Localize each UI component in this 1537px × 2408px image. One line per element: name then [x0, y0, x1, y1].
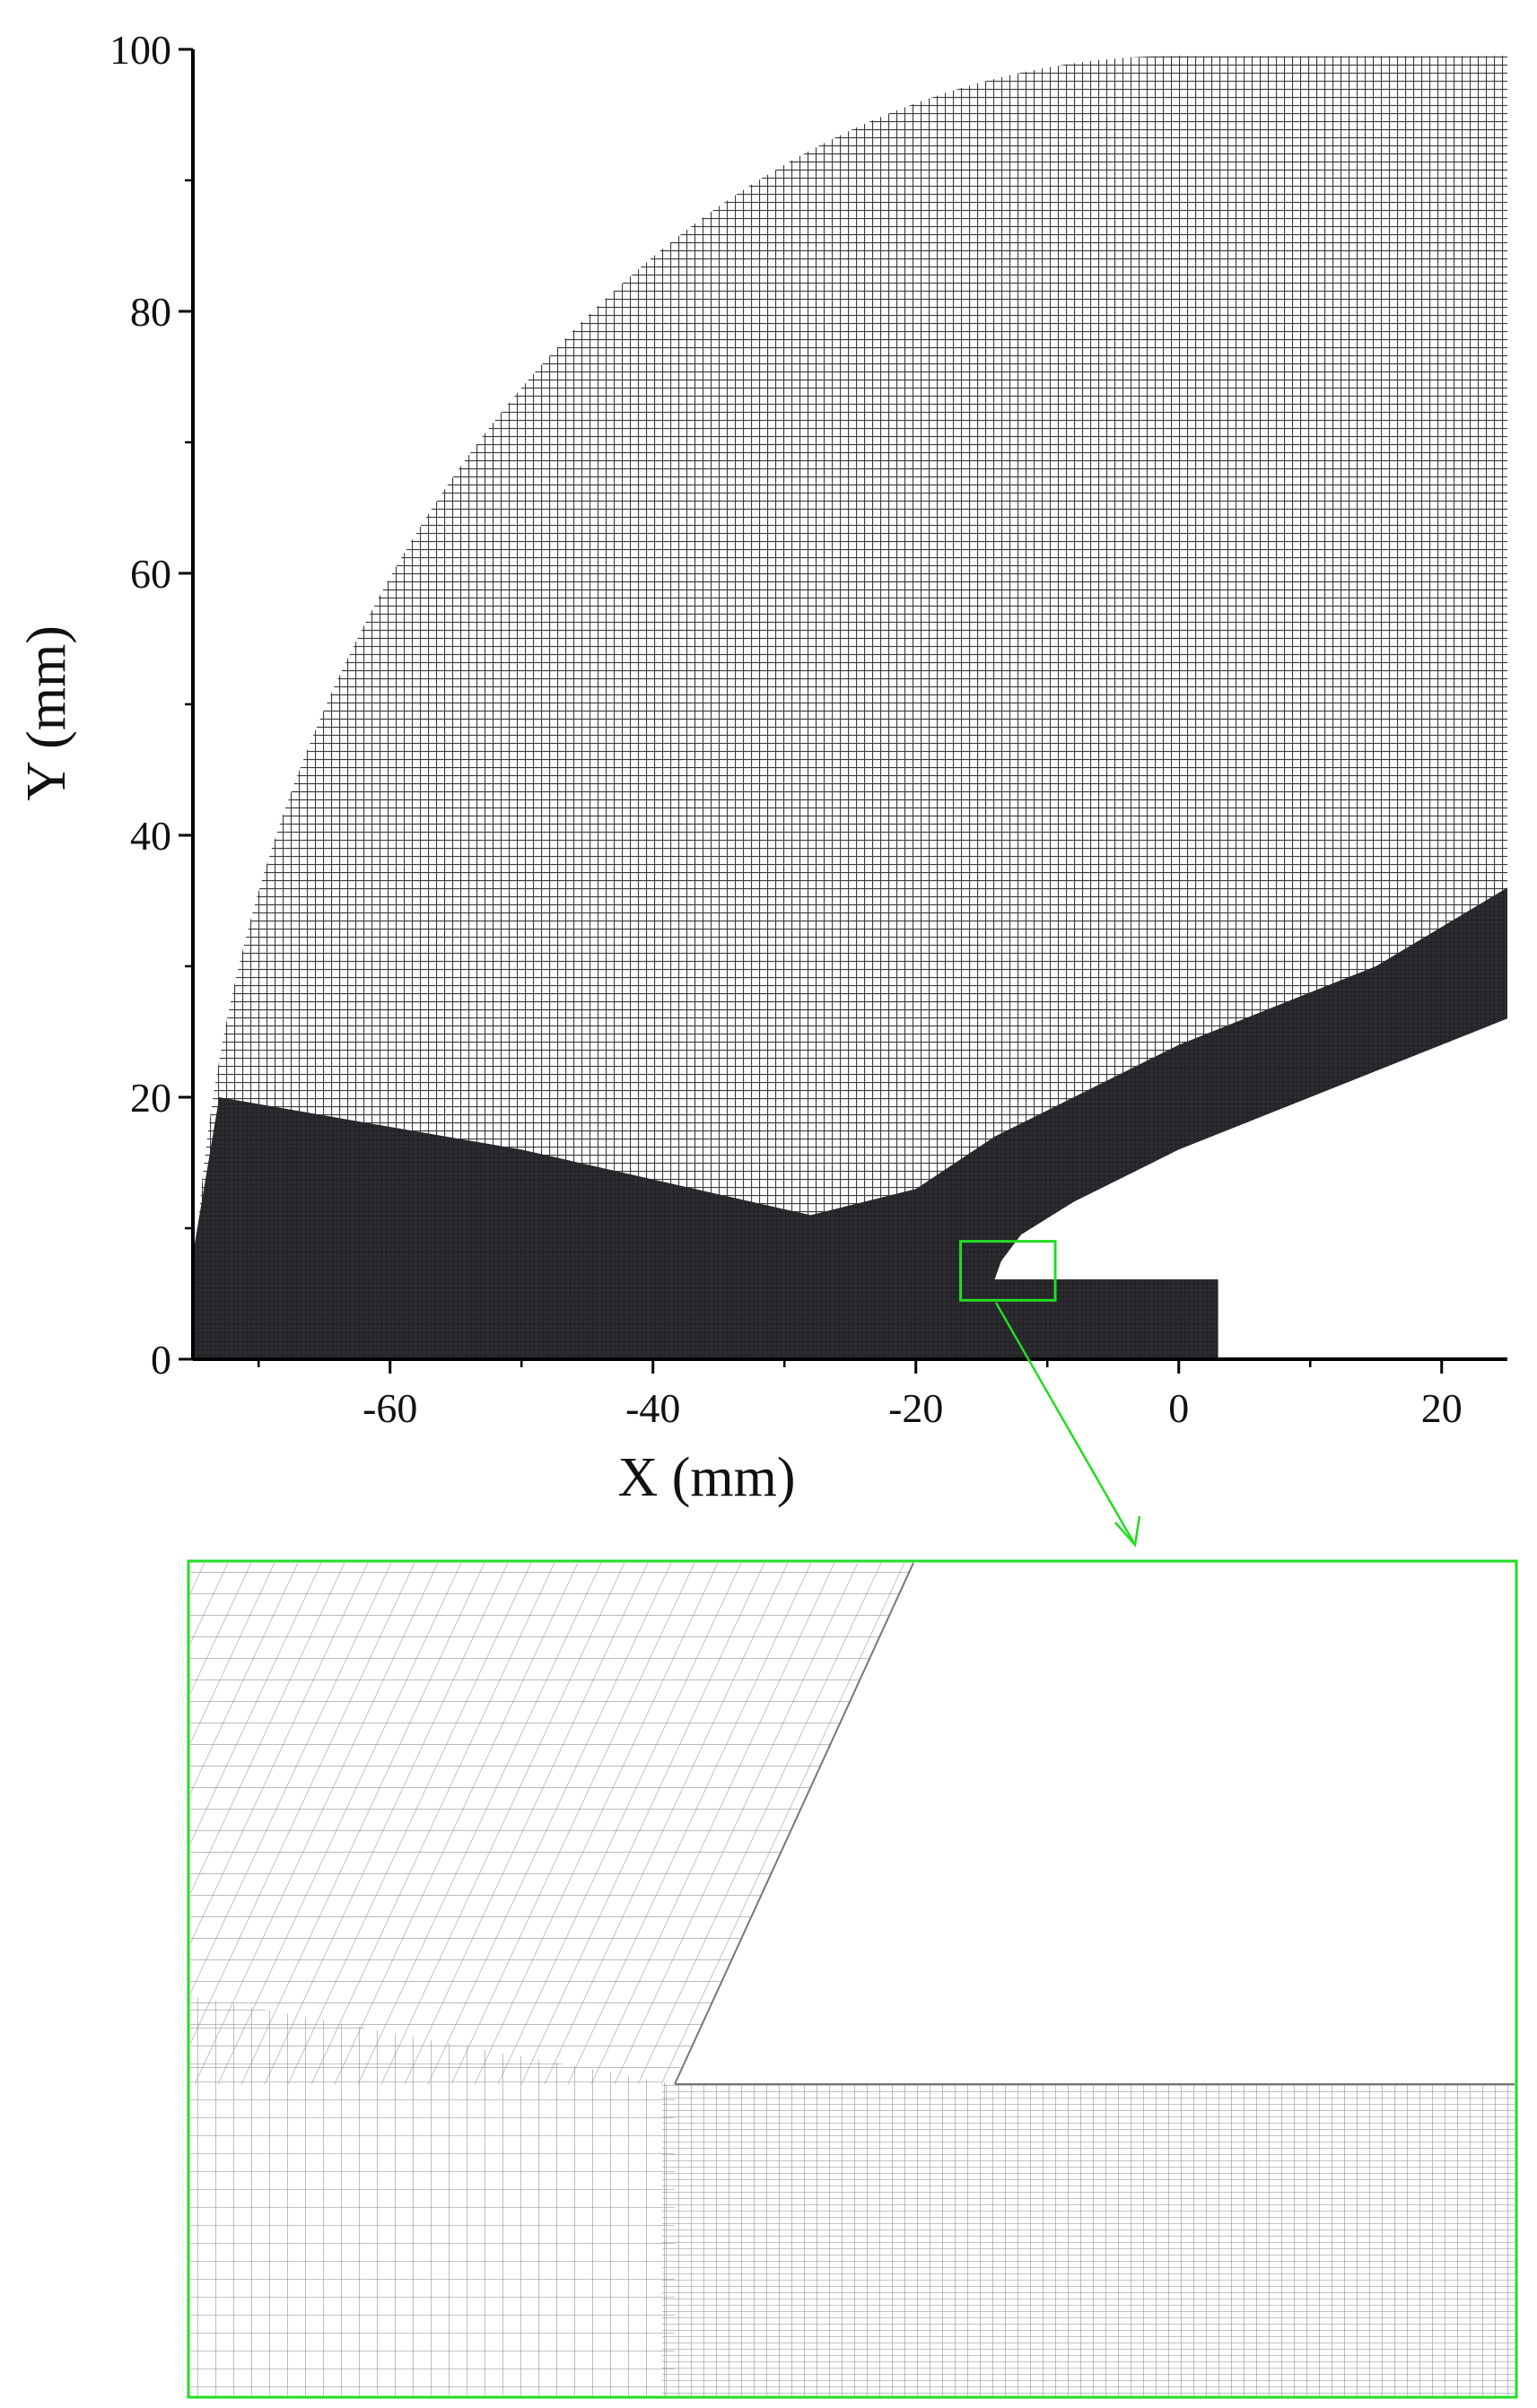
y-tick-label: 40: [130, 813, 171, 859]
y-axis-title: Y (mm): [16, 625, 77, 801]
x-axis-title: X (mm): [617, 1447, 795, 1508]
x-tick-label: -20: [888, 1385, 943, 1431]
y-tick-label: 20: [130, 1075, 171, 1121]
mesh-plot: [193, 56, 1507, 1359]
y-ticks: 0 20 40 60 80 100: [109, 27, 193, 1383]
x-tick-label: -40: [625, 1385, 680, 1431]
y-tick-label: 60: [130, 551, 171, 597]
zoom-detail-panel: [188, 1561, 1516, 2397]
refined-boundary-layer-mesh: [193, 887, 1507, 1359]
y-tick-label: 0: [151, 1337, 171, 1383]
zoom-connector-arrow: [994, 1302, 1141, 1548]
x-tick-label: -60: [362, 1385, 417, 1431]
zoom-wall-mesh: [675, 2084, 1515, 2395]
zoom-upper-left-mesh: [190, 1563, 913, 2084]
plot-axes: -60 -40 -20 0 20 0 20 40 60 80 100: [109, 27, 1507, 1431]
y-tick-label: 80: [130, 289, 171, 335]
flow-gap: [994, 1018, 1507, 1359]
x-tick-label: 20: [1421, 1385, 1463, 1431]
coarse-mesh-region: [193, 56, 1507, 1359]
zoom-wall-edge-mesh: [662, 2084, 677, 2395]
zoom-highlight-box: [959, 1240, 1057, 1302]
zoom-lower-left-mesh: [190, 1996, 675, 2395]
x-tick-label: 0: [1168, 1385, 1189, 1431]
y-tick-label: 100: [109, 27, 171, 73]
x-ticks: -60 -40 -20 0 20: [258, 1359, 1463, 1431]
zoom-panel-border: [187, 1559, 1518, 2399]
